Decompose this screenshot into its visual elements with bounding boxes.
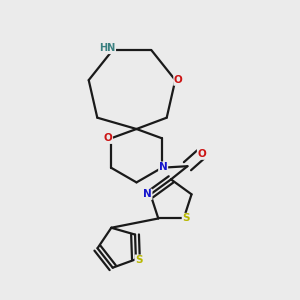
Text: S: S <box>135 255 143 265</box>
Text: N: N <box>143 189 152 199</box>
Text: O: O <box>174 75 183 85</box>
Text: O: O <box>104 133 112 143</box>
Text: HN: HN <box>99 44 116 53</box>
Text: O: O <box>197 149 206 159</box>
Text: N: N <box>159 162 167 172</box>
Text: S: S <box>182 214 190 224</box>
